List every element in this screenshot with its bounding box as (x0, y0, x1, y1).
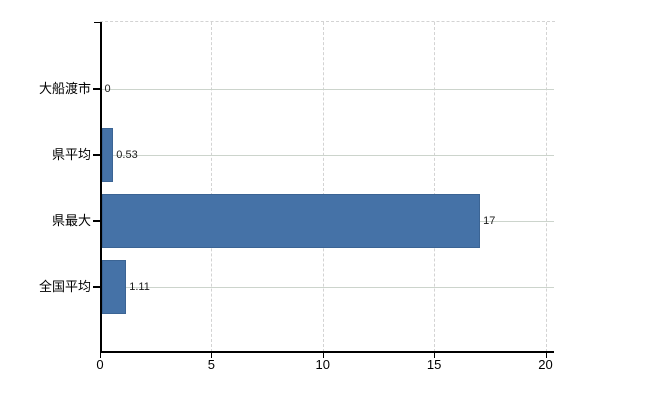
y-axis-top-tick (94, 21, 101, 23)
category-label: 全国平均 (38, 279, 91, 294)
x-tick-label: 15 (426, 357, 442, 372)
bar-value-label: 0.53 (116, 149, 138, 161)
v-gridline (545, 22, 547, 352)
y-axis-line (100, 22, 102, 352)
category-label: 県平均 (51, 147, 91, 162)
y-axis-tick (93, 88, 101, 90)
h-gridline (101, 155, 554, 156)
category-label: 大船渡市 (38, 81, 91, 96)
bar-value-label: 1.11 (129, 281, 150, 293)
y-axis-tick (93, 220, 101, 222)
x-tick-label: 5 (207, 357, 215, 372)
bar (101, 128, 114, 182)
x-axis-tick (100, 353, 101, 358)
v-gridline (434, 22, 436, 352)
v-gridline (322, 22, 324, 352)
x-axis-tick (211, 353, 213, 358)
x-axis-line (100, 351, 554, 353)
x-tick-label: 0 (96, 357, 104, 372)
bar (101, 194, 481, 248)
bar-value-label: 0 (104, 83, 111, 95)
v-gridline (211, 22, 213, 352)
x-axis-tick (322, 353, 324, 358)
x-axis-tick (545, 353, 547, 358)
x-axis-tick (434, 353, 436, 358)
plot-top-border (100, 21, 555, 22)
x-tick-label: 20 (538, 357, 553, 372)
h-gridline (101, 89, 554, 90)
bar-value-label: 17 (483, 215, 496, 227)
y-axis-tick (93, 154, 101, 156)
x-tick-label: 10 (315, 357, 330, 372)
y-axis-tick (93, 286, 101, 288)
category-label: 県最大 (51, 213, 91, 228)
h-gridline (101, 287, 554, 288)
bar (101, 260, 127, 314)
